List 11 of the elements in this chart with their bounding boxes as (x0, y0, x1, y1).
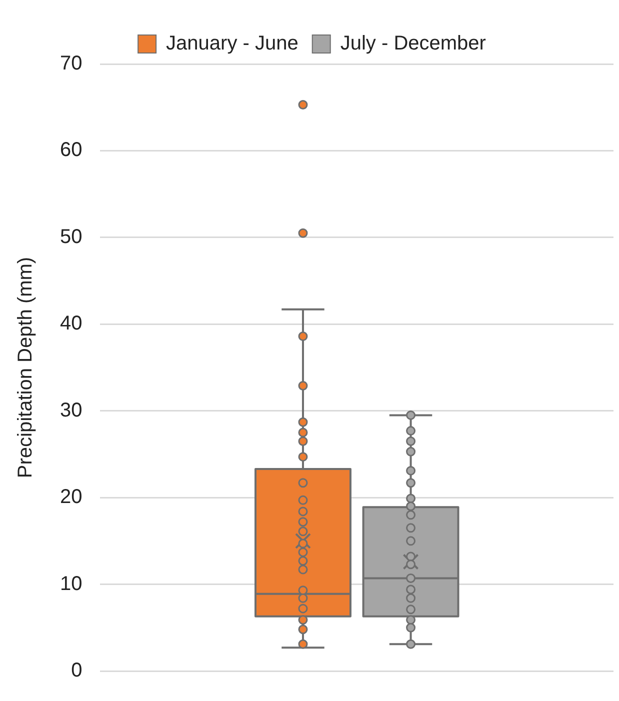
y-tick-label: 20 (60, 486, 82, 508)
y-tick-label: 10 (60, 572, 82, 595)
y-tick-label: 60 (60, 139, 82, 162)
y-tick-label: 30 (60, 399, 82, 422)
legend-label: July - December (340, 32, 486, 55)
y-tick-label: 70 (60, 52, 82, 75)
y-tick-label: 0 (71, 660, 82, 682)
legend-label: January - June (166, 32, 298, 55)
y-tick-label: 50 (60, 226, 82, 248)
y-tick-label: 40 (60, 312, 82, 335)
y-axis-title: Precipitation Depth (mm) (14, 256, 37, 478)
